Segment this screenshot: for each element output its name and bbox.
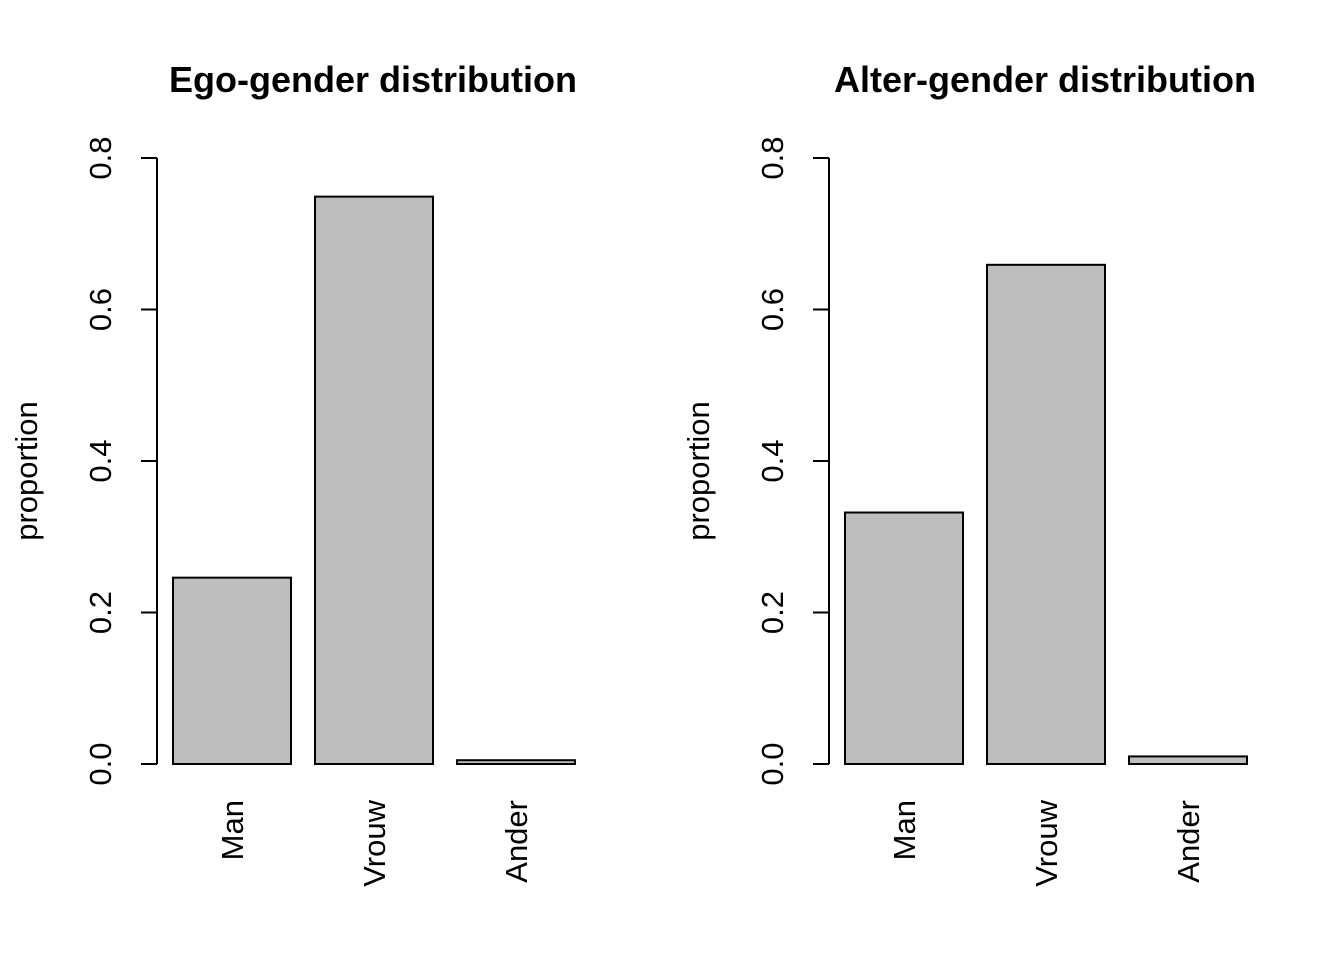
x-category-label: Vrouw (357, 799, 392, 886)
bar-ander (1128, 755, 1248, 765)
y-tick-label: 0.0 (83, 742, 118, 785)
chart-panel-2: Alter-gender distribution 0.0 0.2 0.4 0.6 0.8… (681, 59, 1256, 887)
bar-man (844, 511, 964, 766)
bar-vrouw (314, 195, 434, 765)
x-category-label: Man (887, 800, 922, 860)
y-tick-label: 0.8 (755, 136, 790, 179)
y-tick-label: 0.4 (83, 439, 118, 482)
x-category-label: Ander (1171, 800, 1206, 883)
bar-ander (456, 759, 576, 766)
y-axis-label: proportion (9, 401, 44, 541)
y-tick-label: 0.6 (755, 288, 790, 331)
y-tick-label: 0.6 (83, 288, 118, 331)
bar-man (172, 576, 292, 766)
y-tick-label: 0.2 (755, 591, 790, 634)
x-category-label: Ander (499, 800, 534, 883)
chart-title: Ego-gender distribution (169, 59, 577, 100)
y-axis-label: proportion (681, 401, 716, 541)
x-category-label: Vrouw (1029, 799, 1064, 886)
y-tick-label: 0.2 (83, 591, 118, 634)
chart-title: Alter-gender distribution (834, 59, 1256, 100)
y-tick-label: 0.0 (755, 742, 790, 785)
x-category-label: Man (215, 800, 250, 860)
chart-panel-1: Ego-gender distribution 0.0 0.2 0.4 0.6 0.8 pr… (9, 59, 577, 887)
y-tick-label: 0.4 (755, 439, 790, 482)
y-tick-label: 0.8 (83, 136, 118, 179)
bar-vrouw (986, 263, 1106, 765)
